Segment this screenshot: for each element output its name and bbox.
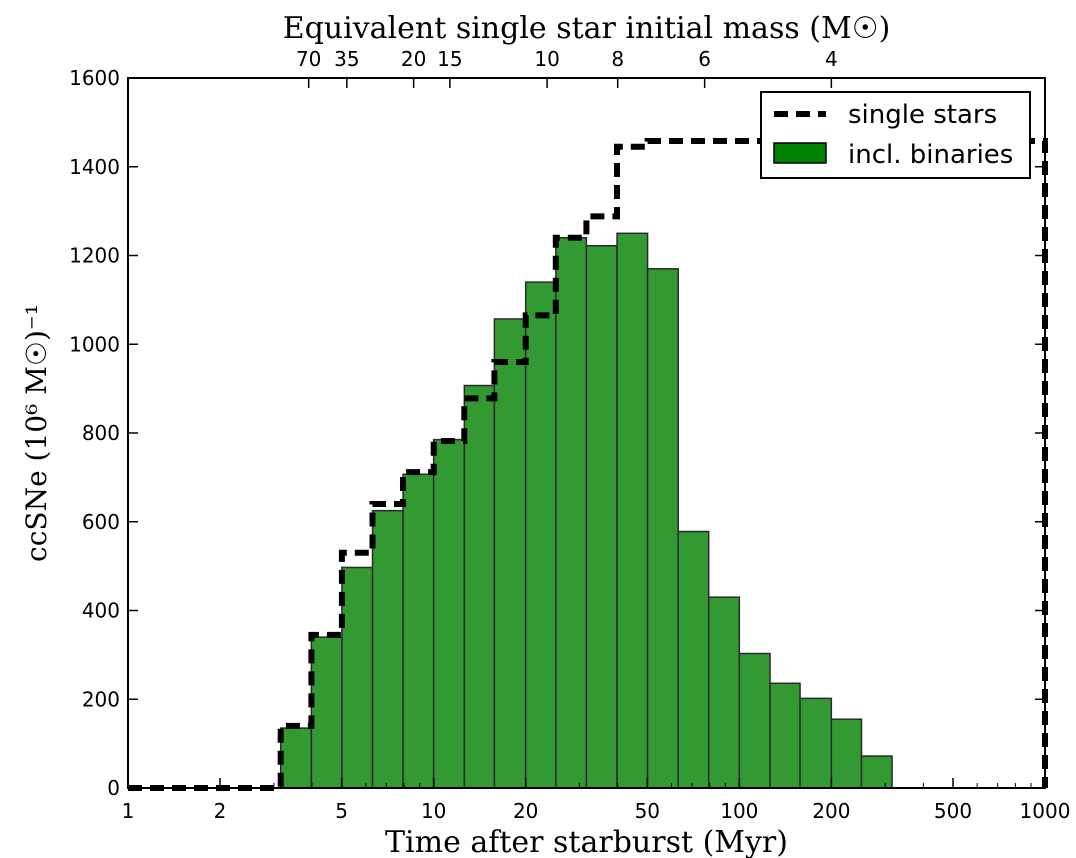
legend-binaries-swatch xyxy=(773,142,827,164)
bar xyxy=(860,755,893,789)
top-tick-label: 10 xyxy=(534,47,559,71)
bar xyxy=(555,237,588,789)
y-tick-label: 1600 xyxy=(69,66,120,90)
bar xyxy=(677,530,710,789)
y-tick-label: 200 xyxy=(82,687,120,711)
legend-label-single-stars: single stars xyxy=(848,100,997,130)
top-tick-label: 6 xyxy=(698,47,711,71)
bar xyxy=(463,384,496,789)
top-tick-label: 35 xyxy=(334,47,359,71)
x-tick-label: 1 xyxy=(122,799,135,823)
x-tick-label: 20 xyxy=(513,799,538,823)
x-tick-label: 200 xyxy=(812,799,850,823)
bar xyxy=(830,718,863,789)
bar xyxy=(585,244,618,789)
x-tick-label: 2 xyxy=(214,799,227,823)
bar xyxy=(769,682,801,789)
legend: single stars incl. binaries xyxy=(760,91,1031,179)
x-axis-title: Time after starburst (Myr) xyxy=(385,825,788,858)
axis-ticks xyxy=(127,77,1046,789)
y-tick-label: 400 xyxy=(82,599,120,623)
legend-label-binaries: incl. binaries xyxy=(848,140,1013,170)
y-axis-title: ccSNe (10⁶ M☉)⁻¹ xyxy=(20,304,53,562)
bar xyxy=(738,652,771,789)
y-tick-label: 1400 xyxy=(69,155,120,179)
bar xyxy=(799,697,833,789)
y-tick-label: 800 xyxy=(82,421,120,445)
x-tick-label: 500 xyxy=(934,799,972,823)
top-tick-label: 8 xyxy=(611,47,624,71)
y-tick-label: 1200 xyxy=(69,244,120,268)
x-tick-label: 10 xyxy=(421,799,446,823)
x-tick-label: 50 xyxy=(635,799,660,823)
y-tick-label: 600 xyxy=(82,510,120,534)
axis-tick-labels: 1 2 5 10 20 50 100 200 500 1000 0 200 400 600 800 1000 1… xyxy=(69,47,1070,823)
y-tick-label: 1000 xyxy=(69,332,120,356)
bar xyxy=(310,636,343,789)
binaries-bars xyxy=(279,232,893,789)
x-tick-label: 100 xyxy=(720,799,758,823)
bar xyxy=(616,232,649,789)
top-axis-title: Equivalent single star initial mass (M☉) xyxy=(283,11,891,46)
x-tick-label: 5 xyxy=(335,799,348,823)
bar xyxy=(432,438,466,789)
top-tick-label: 20 xyxy=(401,47,426,71)
bar xyxy=(707,596,741,789)
bar xyxy=(646,268,679,789)
bar xyxy=(371,509,404,789)
bar xyxy=(341,566,374,789)
bar xyxy=(402,473,435,789)
top-tick-label: 15 xyxy=(437,47,462,71)
y-tick-label: 0 xyxy=(107,776,120,800)
x-tick-label: 1000 xyxy=(1020,799,1071,823)
bar xyxy=(279,727,313,789)
bar xyxy=(493,318,527,789)
top-tick-label: 70 xyxy=(296,47,321,71)
top-tick-label: 4 xyxy=(825,47,838,71)
bar xyxy=(524,281,557,789)
